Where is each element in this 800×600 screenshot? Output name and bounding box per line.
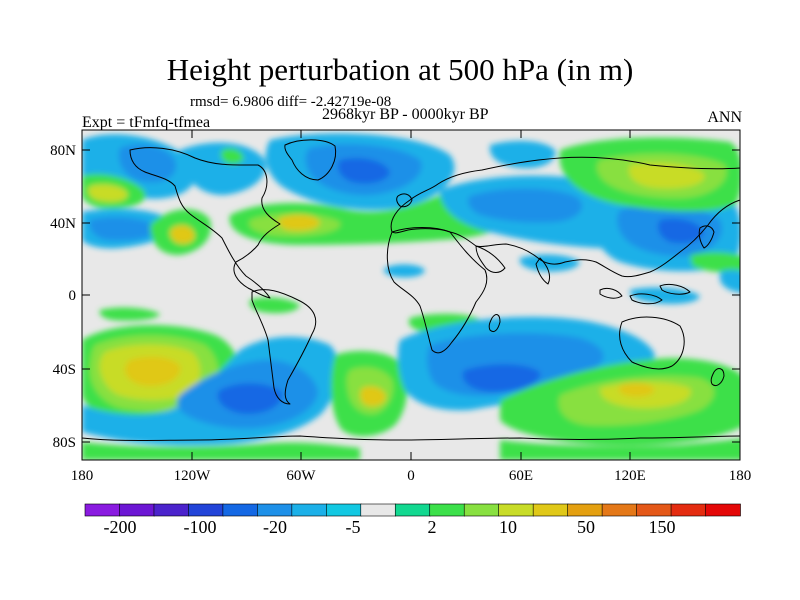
stats-subtitle: rmsd= 6.9806 diff= -2.42719e-08 bbox=[190, 94, 392, 110]
lon-label-60w: 60W bbox=[286, 468, 316, 484]
lon-label-180e: 180 bbox=[729, 468, 752, 484]
colorbar-label: -20 bbox=[263, 517, 287, 537]
colorbar-swatch bbox=[429, 503, 466, 517]
contour-region bbox=[628, 162, 705, 189]
colorbar-swatch bbox=[705, 503, 741, 517]
axis-ticks bbox=[81, 130, 741, 460]
lon-label-120e: 120E bbox=[614, 468, 646, 484]
contour-region bbox=[360, 386, 386, 407]
contour-region bbox=[519, 254, 580, 272]
contour-layer bbox=[82, 133, 740, 460]
contour-region bbox=[468, 188, 583, 223]
lat-label-80s: 80S bbox=[53, 435, 76, 451]
colorbar-swatch bbox=[119, 503, 155, 517]
colorbar-swatch bbox=[222, 503, 259, 517]
contour-region bbox=[99, 307, 160, 321]
lon-axis: 180 120W 60W 0 60E 120E 180 bbox=[71, 468, 752, 484]
coastline-south-america bbox=[251, 289, 317, 405]
contour-region bbox=[383, 264, 425, 278]
coastline-north-america bbox=[129, 147, 281, 299]
colorbar-swatch bbox=[188, 503, 224, 517]
lat-label-40n: 40N bbox=[50, 216, 76, 232]
contour-region bbox=[489, 140, 556, 169]
contour-region bbox=[217, 383, 283, 414]
contour-region bbox=[88, 184, 128, 202]
contour-region bbox=[462, 364, 541, 393]
coastline-maritime bbox=[599, 283, 691, 305]
lat-label-0: 0 bbox=[69, 288, 77, 304]
colorbar-swatch bbox=[326, 503, 362, 517]
contour-region bbox=[278, 214, 320, 231]
coastline-new-zealand bbox=[710, 368, 725, 387]
colorbar-label: 150 bbox=[649, 517, 676, 537]
contour-region bbox=[629, 287, 700, 304]
coastline-antarctica bbox=[81, 435, 741, 441]
coastline-arabia-india bbox=[475, 245, 551, 285]
contour-region bbox=[618, 382, 655, 397]
contour-region bbox=[169, 225, 195, 244]
lat-axis: 80N 40N 0 40S 80S bbox=[50, 143, 76, 451]
plot-title: Height perturbation at 500 hPa (in m) bbox=[166, 52, 634, 87]
colorbar-swatch bbox=[567, 503, 603, 517]
colorbar-label: 10 bbox=[499, 517, 517, 537]
period-label: 2968kyr BP - 0000kyr BP bbox=[322, 106, 489, 123]
coastline-madagascar bbox=[488, 314, 501, 333]
colorbar-swatch bbox=[153, 503, 190, 517]
colorbar-swatch bbox=[532, 503, 569, 517]
lat-label-40s: 40S bbox=[53, 362, 76, 378]
colorbar-label: -100 bbox=[184, 517, 217, 537]
contour-region bbox=[720, 269, 740, 293]
coastlines bbox=[81, 139, 741, 441]
colorbar-label: -200 bbox=[104, 517, 137, 537]
colorbar bbox=[84, 503, 741, 517]
coastline-uk bbox=[396, 193, 413, 208]
map-panel bbox=[81, 129, 741, 461]
colorbar-label: -5 bbox=[346, 517, 361, 537]
colorbar-swatch bbox=[360, 503, 397, 517]
colorbar-swatch bbox=[84, 503, 121, 517]
colorbar-label: 2 bbox=[428, 517, 437, 537]
lon-label-0: 0 bbox=[407, 468, 415, 484]
colorbar-swatch bbox=[670, 503, 707, 517]
colorbar-swatch bbox=[257, 503, 293, 517]
colorbar-swatch bbox=[601, 503, 638, 517]
season-label: ANN bbox=[707, 109, 742, 126]
lon-label-180w: 180 bbox=[71, 468, 94, 484]
coastline-australia bbox=[619, 316, 685, 370]
colorbar-swatch bbox=[498, 503, 534, 517]
lon-label-120w: 120W bbox=[174, 468, 212, 484]
colorbar-labels: -200 -100 -20 -5 2 10 50 150 bbox=[104, 517, 676, 537]
colorbar-swatch bbox=[394, 503, 431, 517]
colorbar-swatch bbox=[636, 503, 672, 517]
coastline-greenland bbox=[284, 139, 337, 181]
contour-region bbox=[118, 144, 176, 183]
contour-region bbox=[249, 297, 300, 314]
colorbar-swatch bbox=[291, 503, 328, 517]
contour-region bbox=[180, 142, 266, 196]
contour-region bbox=[220, 148, 244, 165]
coastline-japan bbox=[698, 225, 715, 249]
contour-region bbox=[89, 217, 158, 241]
colorbar-swatch bbox=[463, 503, 500, 517]
contour-region bbox=[82, 442, 360, 460]
contour-region bbox=[500, 438, 740, 460]
contour-region bbox=[125, 356, 181, 386]
coastline-africa bbox=[386, 227, 488, 354]
colorbar-label: 50 bbox=[577, 517, 595, 537]
contour-region bbox=[338, 158, 390, 184]
lon-label-60e: 60E bbox=[509, 468, 533, 484]
lat-label-80n: 80N bbox=[50, 143, 76, 159]
contour-region bbox=[658, 218, 704, 244]
experiment-label: Expt = tFmfq-tfmea bbox=[82, 114, 211, 131]
contour-region bbox=[690, 252, 740, 273]
